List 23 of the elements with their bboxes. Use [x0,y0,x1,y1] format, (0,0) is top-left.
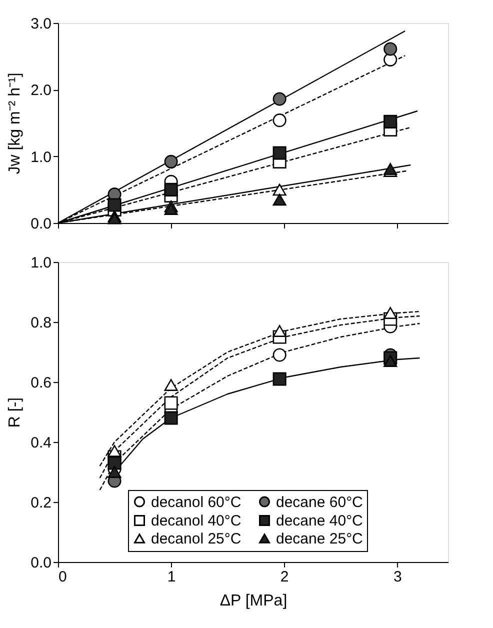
x-tick-label: 1 [167,568,176,586]
y-tick-label: 1.0 [30,254,52,272]
legend-label: decane 60°C [276,494,364,511]
legend-label: decanol 40°C [151,512,242,530]
y-axis-title: Jw [kg m⁻² h⁻¹] [6,72,24,174]
legend-label: decanol 25°C [151,530,242,548]
y-tick-label: 0.0 [30,216,52,232]
y-tick-label: 1.0 [30,148,52,166]
y-tick-label: 0.2 [30,494,52,512]
y-tick-label: 2.0 [30,82,52,100]
legend-label: decanol 60°C [151,494,242,511]
y-tick-label: 0.4 [30,434,52,452]
x-tick-label: 0 [58,568,67,586]
y-tick-label: 0.0 [30,554,52,572]
legend-label: decane 40°C [276,512,364,530]
x-axis-title: ΔP [MPa] [220,592,288,610]
y-tick-label: 3.0 [30,16,52,32]
y-tick-label: 0.6 [30,374,52,392]
x-tick-label: 2 [280,568,289,586]
y-axis-title: R [-] [6,397,24,428]
y-tick-label: 0.8 [30,314,52,332]
x-tick-label: 3 [393,568,402,586]
legend-label: decane 25°C [276,530,364,548]
